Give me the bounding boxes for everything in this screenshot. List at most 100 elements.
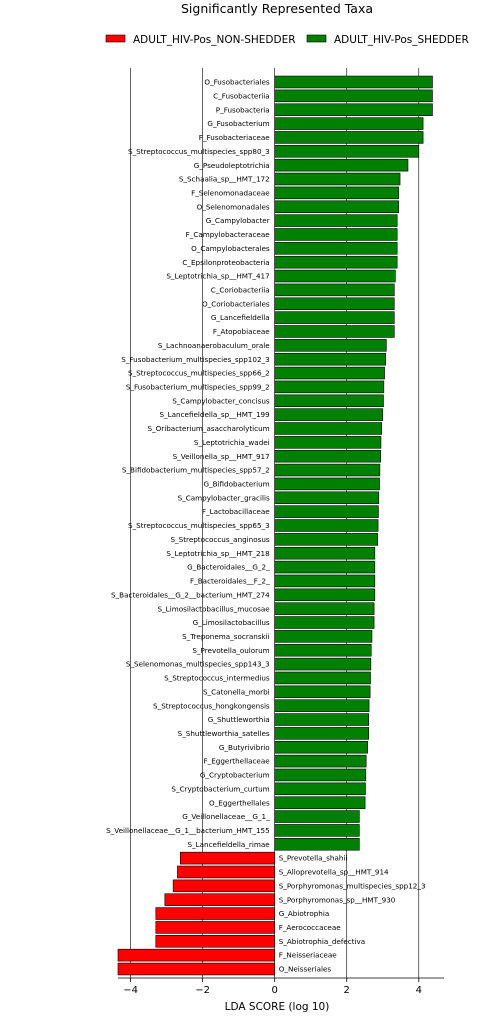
x-axis-label: LDA SCORE (log 10) [225,1001,330,1013]
bar-label: C_Epsilonproteobacteria [182,258,269,267]
bar [274,796,366,809]
bar [274,505,379,518]
x-tick-label: −2 [195,985,210,996]
legend-label-non-shedder: ADULT_HIV-Pos_NON-SHEDDER [133,34,296,46]
bar-label: S_Lachnoanaerobaculum_orale [158,341,270,350]
bar [274,436,382,449]
bar-label: S_Catonella_morbi [203,687,270,696]
legend-label-shedder: ADULT_HIV-Pos_SHEDDER [334,34,469,46]
bar-label: G_Shuttleworthia [208,715,270,724]
bar [172,879,275,893]
bar [274,685,371,699]
bar [274,616,375,629]
bar [274,782,366,796]
bar-label: S_Leptotrichia_wadei [194,438,270,447]
bar-label: S_Cryptobacterium_curtum [171,784,269,793]
bar-label: S_Lancefieldella_rimae [187,840,270,849]
bar [274,491,380,505]
bar-label: O_Neisseriales [279,965,332,974]
x-tick-label: 2 [344,985,350,996]
bar-label: O_Selenomonadales [197,202,270,211]
bar [274,158,409,172]
bar-label: S_Bifidobacterium_multispecies_spp57_2 [122,466,270,475]
bar-label: G_Lancefieldella [211,313,270,322]
legend-swatch-non-shedder [105,34,126,43]
bar [117,962,275,976]
bar-label: S_Bacteroidales__G_2__bacterium_HMT_274 [111,590,270,599]
bar [274,352,386,366]
bar [155,907,275,920]
bar [274,339,387,352]
bar [274,824,360,837]
bar [274,588,376,602]
bar [274,643,372,657]
bar [274,117,424,130]
bar-label: O_Eggerthellales [209,798,270,807]
bar-label: S_Streptococcus_multispecies_spp65_3 [128,521,270,530]
bar [274,699,370,712]
bar [274,283,395,297]
bar-label: S_Streptococcus_multispecies_spp66_2 [128,369,270,378]
bar [274,172,401,186]
bar [274,519,379,532]
bar [155,935,275,948]
bar [274,255,398,269]
bar-label: F_Atopobiaceae [213,327,270,336]
bar [274,727,370,740]
bar [274,602,375,615]
bar-label: S_Abiotrophia_defectiva [279,937,366,946]
bar-label: G_Fusobacterium [207,119,269,128]
x-axis: −4 −2 0 2 4 [118,977,444,996]
bar [274,394,384,408]
bar-label: S_Leptotrichia_sp__HMT_218 [166,549,270,558]
bar [274,103,433,116]
bar [274,754,367,768]
bar [274,242,398,255]
bar-label: F_Neisseriaceae [279,951,338,960]
bar-label: S_Porphyromonas_sp__HMT_930 [279,895,396,904]
bar-label: S_Streptococcus_hongkongensis [153,701,270,710]
bar [274,75,433,89]
bar [274,408,384,421]
bar-label: S_Campylobacter_concisus [172,396,270,405]
bar-label: F_Eggerthellaceae [204,757,271,766]
bar-label: G_Abiotrophia [279,909,330,918]
bar [177,865,275,879]
bar-label: S_Streptococcus_intermedius [164,674,270,683]
bar-label: S_Streptococcus_anginosus [170,535,269,544]
bar [274,186,399,200]
bar-label: S_Lancefieldella_sp__HMT_199 [159,410,270,419]
bar [274,533,379,546]
bar-label: G_Cryptobacterium [200,771,270,780]
bar-label: G_Bacteroidales__G_2_ [187,563,270,572]
bar [274,546,376,560]
bar-label: S_Prevotella_oulorum [192,646,269,655]
bar [274,89,433,103]
bar-label: G_Bifidobacterium [203,480,269,489]
bar-label: C_Coriobacteriia [211,285,270,294]
bar [164,893,275,906]
bar [274,228,398,241]
bar [274,449,381,463]
bar [274,713,370,726]
bar [274,380,385,394]
bar-label: G_Campylobacter [206,216,270,225]
bar-label: F_Campylobacteraceae [186,230,271,239]
bar [274,630,373,643]
bar [274,838,360,851]
bar-label: S_Campylobacter_gracilis [178,493,270,502]
bar [274,131,424,144]
bar-label: F_Lactobacillaceae [202,507,270,516]
bar-label: F_Bacteroidales__F_2_ [190,577,270,586]
bar-label: S_Fusobacterium_multispecies_spp99_2 [126,383,270,392]
bar-label: S_Oribacterium_asaccharolyticum [147,424,269,433]
x-tick-label: −4 [123,985,138,996]
bar-label: G_Veillonellaceae__G_1_ [182,812,270,821]
x-tick-label: 4 [416,985,422,996]
bar [274,214,398,227]
bar [180,851,275,865]
bar-label: S_Leptotrichia_sp__HMT_417 [166,272,269,281]
bar [274,574,376,588]
